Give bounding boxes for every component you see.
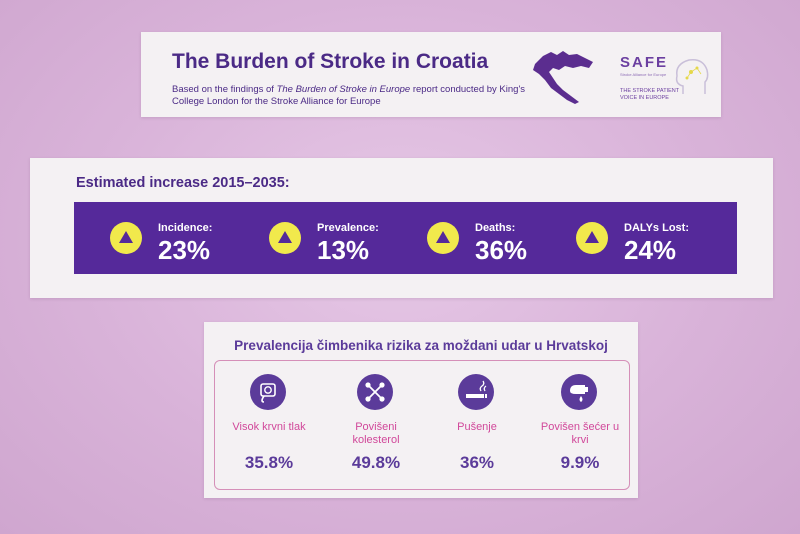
risk-factor-label: Povišeni kolesterol <box>352 421 400 446</box>
report-title: The Burden of Stroke in Europe <box>276 84 411 95</box>
risk-factor-smoking: Pušenje 36% <box>432 361 522 489</box>
risk-factor-label: Pušenje <box>457 421 497 433</box>
logo-subtitle: Stroke Alliance for Europe <box>620 72 667 77</box>
blood-sugar-icon <box>561 374 597 410</box>
subtitle-prefix: Based on the findings of <box>172 84 277 95</box>
blood-pressure-icon <box>250 374 286 410</box>
risk-factors-box: Visok krvni tlak 35.8% Povišeni kolester… <box>214 360 630 490</box>
safe-logo: SAFE Stroke Alliance for Europe THE STRO… <box>611 54 716 104</box>
logo-title: SAFE <box>620 54 669 71</box>
increase-triangle-icon <box>110 222 142 254</box>
risk-heading: Prevalencija čimbenika rizika za moždani… <box>234 338 608 353</box>
risk-factor-label: Povišen šećer u krvi <box>540 421 620 446</box>
stat-deaths: Deaths: 36% <box>427 202 587 274</box>
stat-prevalence: Prevalence: 13% <box>269 202 429 274</box>
page-title: The Burden of Stroke in Croatia <box>172 50 489 73</box>
subtitle-suffix: report conducted by King's College Londo… <box>172 84 526 107</box>
risk-factor-blood-sugar: Povišen šećer u krvi 9.9% <box>535 361 625 489</box>
increase-triangle-icon <box>576 222 608 254</box>
stat-label: Incidence: <box>158 222 213 234</box>
stat-label: DALYs Lost: <box>624 222 689 234</box>
increase-triangle-icon <box>269 222 301 254</box>
risk-factors-card: Prevalencija čimbenika rizika za moždani… <box>204 322 638 498</box>
stat-dalys: DALYs Lost: 24% <box>576 202 736 274</box>
page-subtitle: Based on the findings of The Burden of S… <box>172 84 532 108</box>
risk-factor-value: 35.8% <box>244 453 294 472</box>
increase-card: Estimated increase 2015–2035: Incidence:… <box>30 158 773 298</box>
stat-incidence: Incidence: 23% <box>110 202 270 274</box>
logo-tagline: THE STROKE PATIENT VOICE IN EUROPE <box>620 88 679 101</box>
cholesterol-icon <box>357 374 393 410</box>
stat-value: 36% <box>475 235 528 265</box>
cigarette-icon <box>458 374 494 410</box>
stats-band: Incidence: 23% Prevalence: 13% Deaths: 3… <box>74 202 737 274</box>
stat-label: Prevalence: <box>317 222 379 234</box>
increase-heading: Estimated increase 2015–2035: <box>76 175 290 191</box>
risk-factor-cholesterol: Povišeni kolesterol 49.8% <box>331 361 421 489</box>
head-profile-icon <box>675 58 709 94</box>
risk-factor-value: 36% <box>459 453 495 472</box>
stat-value: 24% <box>624 235 677 265</box>
stat-label: Deaths: <box>475 222 516 234</box>
increase-triangle-icon <box>427 222 459 254</box>
croatia-map-icon <box>533 51 593 104</box>
risk-factor-label: Visok krvni tlak <box>232 421 306 433</box>
stat-value: 23% <box>158 235 211 265</box>
risk-factor-value: 9.9% <box>560 453 600 472</box>
risk-factor-blood-pressure: Visok krvni tlak 35.8% <box>224 361 314 489</box>
risk-factor-value: 49.8% <box>351 453 401 472</box>
stat-value: 13% <box>317 235 370 265</box>
title-card: The Burden of Stroke in Croatia Based on… <box>141 32 721 117</box>
